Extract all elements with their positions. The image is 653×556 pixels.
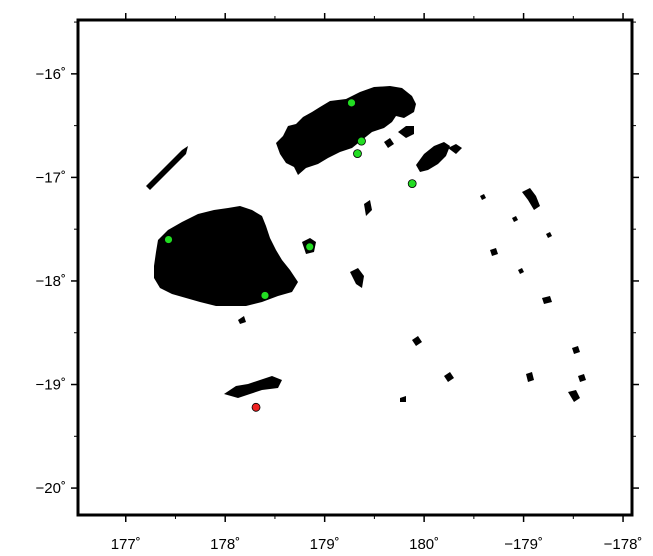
koro-island [364, 200, 372, 216]
station-marker [347, 98, 356, 108]
tuvuca-island [512, 216, 518, 222]
latitude-tick-label: −20˚ [36, 480, 66, 497]
longitude-tick-label: 179˚ [310, 536, 340, 553]
kabara-island [526, 372, 534, 382]
kioa-island [384, 138, 394, 148]
gau-island [350, 268, 364, 288]
oneata-island [572, 346, 580, 354]
longitude-labels: 177˚ 178˚ 179˚ 180˚ −179˚ −178˚ [111, 536, 643, 553]
longitude-tick-label: 177˚ [111, 536, 141, 553]
station-marker [357, 136, 366, 146]
longitude-tick-label: 178˚ [210, 536, 240, 553]
map-frame-border [76, 18, 634, 517]
latitude-tick-label: −18˚ [36, 273, 66, 290]
fulaga-island [578, 374, 586, 382]
moala-island [412, 336, 422, 346]
cicia-island [490, 248, 498, 256]
nayau-island [518, 268, 524, 274]
map-frame [71, 13, 639, 522]
latitude-labels: −16˚ −17˚ −18˚ −19˚ −20˚ [36, 66, 66, 497]
totoya-island [444, 372, 454, 382]
vanua-balavu-island [522, 188, 540, 210]
lakeba-island [542, 296, 552, 304]
viti-levu-island [154, 206, 298, 306]
kadavu-island [224, 376, 282, 398]
latitude-tick-label: −17˚ [36, 169, 66, 186]
taveuni-island [416, 142, 450, 172]
station-marker [305, 242, 315, 252]
marker-layer [164, 98, 417, 412]
latitude-tick-label: −16˚ [36, 66, 66, 83]
station-marker [251, 402, 261, 412]
station-marker [353, 149, 362, 158]
mago-island [546, 232, 552, 238]
station-marker [164, 235, 173, 244]
longitude-tick-label: 180˚ [409, 536, 439, 553]
naitaba-island [480, 194, 486, 200]
station-marker [407, 179, 417, 189]
station-marker [260, 291, 270, 300]
matuku-island [400, 396, 406, 402]
land-layer [146, 86, 586, 402]
longitude-tick-label: −179˚ [504, 536, 543, 553]
ongea-island [568, 390, 580, 402]
longitude-tick-label: −178˚ [604, 536, 643, 553]
beqa-island [238, 316, 246, 324]
qamea-island [448, 144, 462, 154]
rabi-island [398, 126, 414, 138]
latitude-tick-label: −19˚ [36, 377, 66, 394]
yasawa-islands [146, 146, 188, 190]
vanua-levu-island [276, 86, 416, 175]
